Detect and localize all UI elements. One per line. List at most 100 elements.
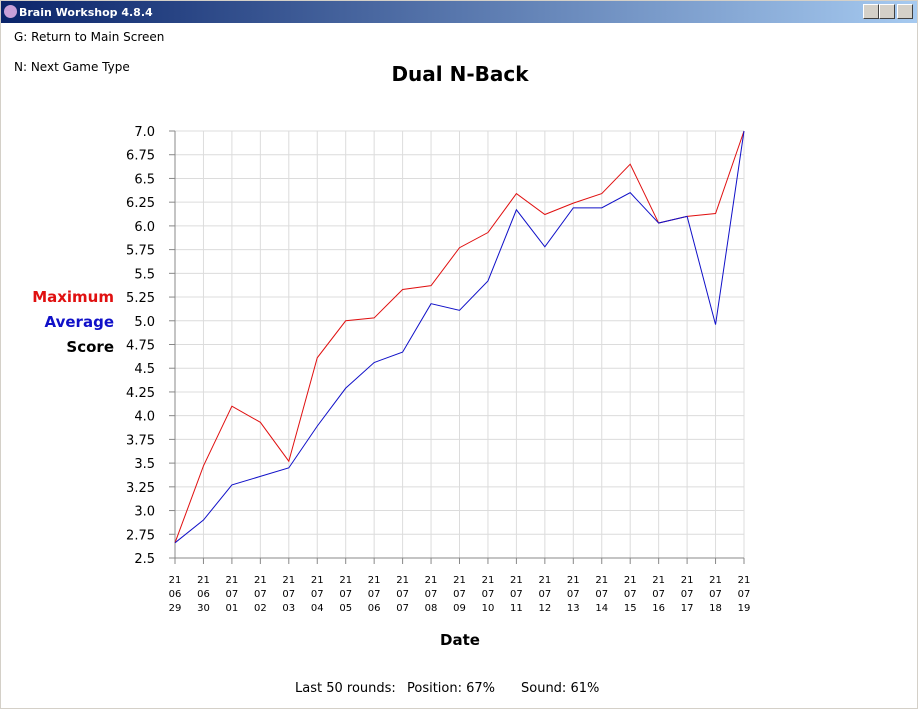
x-tick-label: 12 — [538, 603, 551, 614]
x-tick-label: 01 — [226, 603, 239, 614]
x-tick-label: 21 — [681, 575, 694, 586]
x-tick-label: 21 — [197, 575, 210, 586]
x-tick-label: 21 — [425, 575, 438, 586]
data-line — [174, 130, 745, 544]
menu-item[interactable]: N: Next Game Type — [14, 60, 130, 74]
x-tick-label: 07 — [510, 589, 523, 600]
x-tick-label: 07 — [567, 589, 580, 600]
x-tick-label: 05 — [339, 603, 352, 614]
x-tick-label: 06 — [368, 603, 381, 614]
x-tick-label: 17 — [681, 603, 694, 614]
x-tick-label: 07 — [282, 589, 295, 600]
y-tick-label: 3.0 — [134, 505, 155, 520]
x-tick-label: 04 — [311, 603, 324, 614]
x-tick-label: 08 — [425, 603, 438, 614]
x-tick-label: 21 — [538, 575, 551, 586]
x-tick-label: 21 — [339, 575, 352, 586]
minimize-button[interactable] — [863, 4, 879, 19]
x-tick-label: 15 — [624, 603, 637, 614]
close-button[interactable] — [897, 4, 913, 19]
x-tick-label: 07 — [624, 589, 637, 600]
x-tick-label: 07 — [453, 589, 466, 600]
y-tick-label: 5.5 — [134, 267, 155, 282]
x-tick-label: 16 — [652, 603, 665, 614]
y-tick-label: 6.5 — [134, 172, 155, 187]
x-tick-label: 21 — [368, 575, 381, 586]
x-tick-label: 07 — [709, 589, 722, 600]
x-tick-label: 21 — [169, 575, 182, 586]
y-tick-label: 4.75 — [126, 339, 155, 354]
x-tick-label: 21 — [595, 575, 608, 586]
x-tick-label: 07 — [339, 589, 352, 600]
x-tick-label: 21 — [311, 575, 324, 586]
y-tick-label: 6.25 — [126, 196, 155, 211]
y-tick-label: 6.0 — [134, 220, 155, 235]
x-tick-label: 21 — [282, 575, 295, 586]
x-tick-label: 06 — [197, 589, 210, 600]
x-tick-label: 07 — [368, 589, 381, 600]
y-tick-label: 3.25 — [126, 481, 155, 496]
x-tick-label: 18 — [709, 603, 722, 614]
legend-entry: Average — [45, 313, 114, 331]
x-tick-label: 07 — [482, 589, 495, 600]
x-tick-label: 29 — [169, 603, 182, 614]
x-tick-label: 13 — [567, 603, 580, 614]
y-tick-label: 2.5 — [134, 552, 155, 567]
x-tick-label: 07 — [254, 589, 267, 600]
x-tick-label: 07 — [738, 589, 751, 600]
chart: G: Return to Main Screen N: Next Game Ty… — [14, 30, 751, 696]
x-tick-label: 07 — [681, 589, 694, 600]
x-tick-label: 21 — [652, 575, 665, 586]
x-tick-label: 03 — [282, 603, 295, 614]
y-tick-label: 2.75 — [126, 528, 155, 543]
x-tick-label: 07 — [311, 589, 324, 600]
x-tick-label: 21 — [453, 575, 466, 586]
maximize-button[interactable] — [879, 4, 895, 19]
x-tick-label: 30 — [197, 603, 210, 614]
x-tick-label: 06 — [169, 589, 182, 600]
x-tick-label: 21 — [254, 575, 267, 586]
x-tick-label: 07 — [595, 589, 608, 600]
x-tick-label: 07 — [226, 589, 239, 600]
y-tick-label: 4.5 — [134, 362, 155, 377]
x-tick-label: 21 — [510, 575, 523, 586]
title-bar: Brain Workshop 4.8.4 — [1, 1, 917, 23]
x-tick-label: 02 — [254, 603, 267, 614]
y-tick-label: 3.75 — [126, 433, 155, 448]
y-tick-label: 5.0 — [134, 315, 155, 330]
y-tick-label: 7.0 — [134, 125, 155, 140]
x-tick-label: 21 — [567, 575, 580, 586]
footer-text: Sound: 61% — [521, 681, 599, 696]
x-axis-label: Date — [440, 631, 480, 649]
chart-title: Dual N-Back — [391, 62, 529, 86]
legend-entry: Maximum — [32, 288, 114, 306]
x-tick-label: 14 — [595, 603, 608, 614]
x-tick-label: 21 — [226, 575, 239, 586]
x-tick-label: 21 — [709, 575, 722, 586]
x-tick-label: 07 — [396, 603, 409, 614]
x-tick-label: 10 — [482, 603, 495, 614]
y-tick-label: 5.25 — [126, 291, 155, 306]
window-title: Brain Workshop 4.8.4 — [19, 5, 153, 19]
y-tick-label: 3.5 — [134, 457, 155, 472]
menu-item[interactable]: G: Return to Main Screen — [14, 30, 164, 44]
x-tick-label: 11 — [510, 603, 523, 614]
footer-text: Last 50 rounds: — [295, 681, 396, 696]
y-axis-label: Score — [66, 338, 114, 356]
footer-text: Position: 67% — [407, 681, 495, 696]
y-tick-label: 4.25 — [126, 386, 155, 401]
x-tick-label: 07 — [652, 589, 665, 600]
x-tick-label: 07 — [396, 589, 409, 600]
x-tick-label: 21 — [738, 575, 751, 586]
x-tick-label: 21 — [396, 575, 409, 586]
y-tick-label: 4.0 — [134, 410, 155, 425]
x-tick-label: 21 — [482, 575, 495, 586]
x-tick-label: 21 — [624, 575, 637, 586]
x-tick-label: 19 — [738, 603, 751, 614]
y-tick-label: 6.75 — [126, 149, 155, 164]
y-tick-label: 5.75 — [126, 244, 155, 259]
x-tick-label: 07 — [425, 589, 438, 600]
x-tick-label: 07 — [538, 589, 551, 600]
app-icon — [4, 5, 17, 18]
